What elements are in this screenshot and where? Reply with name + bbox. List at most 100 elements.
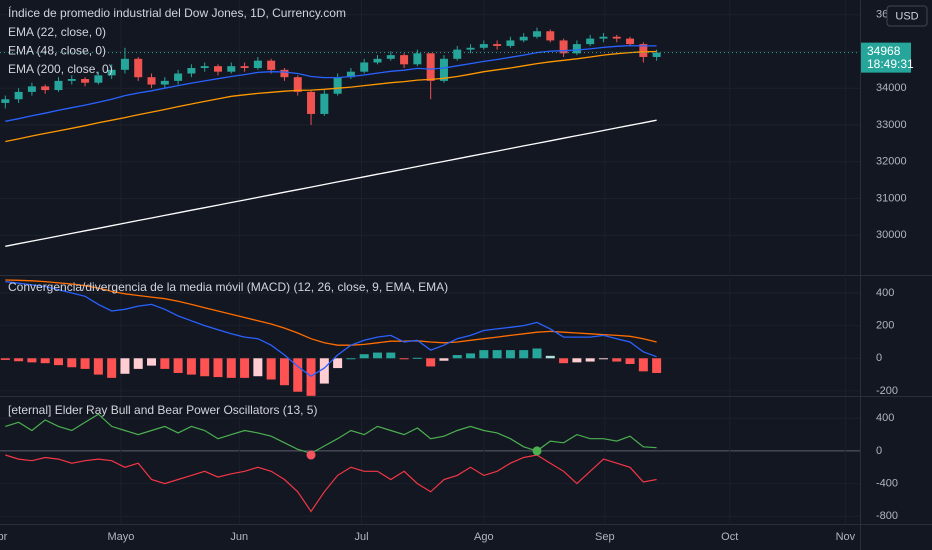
candle-body bbox=[174, 73, 183, 81]
x-tick-label: Jun bbox=[230, 531, 248, 543]
histogram-bar bbox=[372, 352, 382, 359]
histogram-bar bbox=[492, 350, 502, 359]
axes: Abr Mayo Jun Jul Ago Sep Oct Nov 30000 31000 32000… bbox=[0, 5, 928, 543]
candle-body bbox=[213, 66, 222, 72]
candle-body bbox=[267, 60, 276, 70]
x-tick-label: Jul bbox=[355, 531, 369, 543]
histogram-bar bbox=[147, 358, 157, 366]
histogram-bar bbox=[120, 358, 130, 374]
candle-body bbox=[599, 36, 608, 39]
candle-body bbox=[240, 66, 249, 68]
histogram-bar bbox=[412, 357, 422, 359]
candle-body bbox=[200, 66, 209, 68]
y-tick-label: -800 bbox=[876, 510, 898, 522]
histogram-bar bbox=[426, 358, 436, 367]
indicator-line bbox=[5, 44, 657, 122]
y-tick-label: 34000 bbox=[876, 82, 907, 94]
histogram-bar bbox=[53, 358, 63, 366]
legend-entry: EMA (48, close, 0) bbox=[8, 44, 106, 58]
candle-body bbox=[307, 91, 316, 114]
y-tick-label: 400 bbox=[876, 412, 894, 424]
candle-body bbox=[160, 80, 169, 85]
candle-body bbox=[253, 60, 262, 68]
y-tick-label: 200 bbox=[876, 320, 894, 332]
signal-dot bbox=[532, 446, 542, 456]
histogram-bar bbox=[519, 350, 529, 359]
candle-body bbox=[386, 55, 395, 59]
candle-body bbox=[439, 58, 448, 81]
y-tick-label: 0 bbox=[876, 352, 882, 364]
elder-legend-title: [eternal] Elder Ray Bull and Bear Power … bbox=[8, 403, 317, 417]
histogram-bar bbox=[466, 353, 476, 359]
indicator-line bbox=[5, 454, 657, 513]
x-tick-label: Abr bbox=[0, 531, 8, 543]
histogram-bar bbox=[652, 358, 662, 373]
histogram-bar bbox=[107, 358, 117, 378]
candle-body bbox=[413, 53, 422, 65]
histogram-bar bbox=[559, 358, 569, 364]
indicator-line bbox=[5, 413, 657, 455]
main-legend-title: Índice de promedio industrial del Dow Jo… bbox=[8, 5, 346, 20]
candle-body bbox=[107, 69, 116, 76]
legend-entry: EMA (22, close, 0) bbox=[8, 25, 106, 39]
candle-body bbox=[120, 58, 129, 70]
candle-body bbox=[572, 44, 581, 54]
candle-body bbox=[360, 62, 369, 72]
histogram-bar bbox=[319, 358, 329, 384]
x-tick-label: Mayo bbox=[108, 531, 135, 543]
overlay: Índice de promedio industrial del Dow Jo… bbox=[8, 5, 448, 417]
currency-button[interactable] bbox=[886, 5, 928, 27]
countdown-label: 18:49:31 bbox=[867, 57, 914, 71]
indicator-line bbox=[5, 279, 657, 346]
y-tick-label: 33000 bbox=[876, 119, 907, 131]
histogram-bar bbox=[200, 358, 210, 377]
histogram-bar bbox=[226, 358, 236, 378]
histogram-bar bbox=[359, 354, 369, 359]
macd-pane bbox=[0, 278, 860, 396]
y-tick-label: 0 bbox=[876, 445, 882, 457]
histogram-bar bbox=[253, 358, 263, 377]
histogram-bar bbox=[40, 358, 50, 364]
candle-body bbox=[41, 86, 50, 91]
histogram-bar bbox=[173, 358, 183, 373]
candle-body bbox=[54, 80, 63, 91]
y-tick-label: -200 bbox=[876, 385, 898, 397]
candle-body bbox=[426, 53, 435, 81]
price-pane bbox=[0, 0, 860, 274]
y-tick-label: 32000 bbox=[876, 156, 907, 168]
candle-body bbox=[479, 44, 488, 48]
histogram-bar bbox=[638, 358, 648, 372]
candle-body bbox=[546, 31, 555, 41]
y-tick-label: 30000 bbox=[876, 229, 907, 241]
x-tick-label: Ago bbox=[474, 531, 494, 543]
histogram-bar bbox=[625, 358, 635, 364]
candle-body bbox=[506, 40, 515, 46]
candle-body bbox=[612, 36, 621, 39]
indicator-line bbox=[5, 119, 657, 247]
candle-body bbox=[626, 38, 635, 45]
candle-body bbox=[586, 38, 595, 45]
histogram-bar bbox=[80, 358, 90, 369]
indicator-line bbox=[5, 50, 657, 143]
histogram-bar bbox=[439, 358, 449, 361]
candle-body bbox=[293, 77, 302, 92]
x-tick-label: Oct bbox=[721, 531, 738, 543]
histogram-bar bbox=[93, 358, 103, 375]
histogram-bar bbox=[532, 348, 542, 359]
histogram-bar bbox=[505, 350, 515, 359]
currency-label[interactable]: USD bbox=[895, 10, 918, 22]
candle-body bbox=[453, 49, 462, 59]
candle-body bbox=[67, 79, 76, 81]
histogram-bar bbox=[386, 352, 396, 359]
histogram-bar bbox=[346, 358, 356, 360]
candle-body bbox=[187, 68, 196, 74]
candle-body bbox=[14, 91, 23, 100]
histogram-bar bbox=[67, 358, 77, 368]
candle-body bbox=[346, 71, 355, 78]
candle-body bbox=[652, 52, 661, 57]
histogram-bar bbox=[0, 358, 10, 360]
histogram-bar bbox=[612, 358, 622, 362]
